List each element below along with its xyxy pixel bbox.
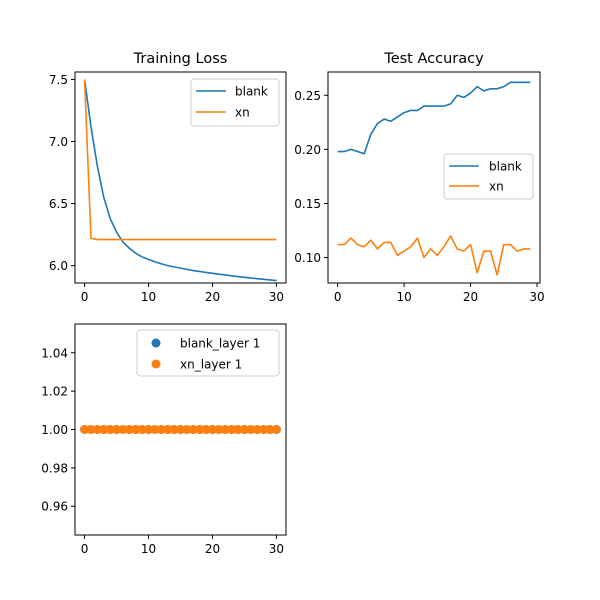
- test-accuracy-panel: Test Accuracy 0 10 20 30 0.10 0.15 0.20 0.25 bl…: [294, 51, 544, 304]
- layer-scatter-panel: 0 10 20 30 0.96 0.98 1.00 1.02 1.04 blank_layer …: [41, 323, 287, 556]
- y-tick-label: 6.0: [49, 259, 68, 273]
- scatter-point-xn_layer-1: [259, 425, 269, 434]
- x-tick-label: 0: [81, 290, 89, 304]
- legend-label-xn: xn: [489, 180, 504, 194]
- scatter-point-xn_layer-1: [99, 425, 109, 434]
- x-tick-label: 10: [141, 542, 156, 556]
- y-tick-label: 1.04: [41, 346, 68, 360]
- scatter-point-xn_layer-1: [246, 425, 256, 434]
- scatter-point-xn_layer-1: [156, 425, 166, 434]
- plot-area: [80, 425, 281, 434]
- x-tick-label: 20: [463, 290, 478, 304]
- axes-frame: [74, 323, 287, 536]
- scatter-point-xn_layer-1: [163, 425, 173, 434]
- y-tick-label: 0.98: [41, 461, 68, 475]
- scatter-point-xn_layer-1: [105, 425, 115, 434]
- scatter-point-xn_layer-1: [150, 425, 160, 434]
- legend-box: [136, 329, 280, 377]
- scatter-point-xn_layer-1: [239, 425, 249, 434]
- y-tick-label: 0.15: [294, 197, 321, 211]
- y-tick-label: 1.00: [41, 423, 68, 437]
- series-line-blank: [83, 79, 277, 282]
- scatter-point-xn_layer-1: [176, 425, 185, 434]
- legend-label-blank: blank: [489, 160, 522, 174]
- chart-title: Test Accuracy: [383, 51, 484, 67]
- x-tick-label: 30: [269, 542, 284, 556]
- legend-label-xn-layer-1: xn_layer 1: [180, 358, 242, 372]
- axes-frame: [74, 71, 287, 284]
- y-tick-label: 6.5: [49, 197, 68, 211]
- x-tick-label: 30: [529, 290, 544, 304]
- x-tick-label: 0: [334, 290, 342, 304]
- scatter-point-xn_layer-1: [118, 425, 128, 434]
- scatter-point-xn_layer-1: [80, 425, 90, 434]
- scatter-point-xn_layer-1: [227, 425, 237, 434]
- scatter-point-xn_layer-1: [188, 425, 198, 434]
- y-tick-label: 0.20: [294, 143, 321, 157]
- legend-label-blank: blank: [235, 85, 268, 99]
- scatter-point-xn_layer-1: [137, 425, 147, 434]
- legend-label-xn: xn: [235, 106, 250, 120]
- axes-frame: [327, 71, 541, 284]
- scatter-point-xn_layer-1: [86, 425, 96, 434]
- y-tick-label: 1.02: [41, 385, 68, 399]
- y-tick-label: 0.25: [294, 89, 321, 103]
- legend-marker-blank-layer-1: [151, 338, 161, 348]
- chart-title: Training Loss: [133, 51, 228, 67]
- scatter-point-xn_layer-1: [131, 425, 141, 434]
- scatter-point-xn_layer-1: [112, 425, 122, 434]
- scatter-point-xn_layer-1: [207, 425, 217, 434]
- y-tick-label: 0.96: [41, 500, 68, 514]
- legend-label-blank-layer-1: blank_layer 1: [180, 337, 260, 351]
- series-line-xn: [83, 79, 277, 241]
- x-tick-label: 0: [81, 542, 89, 556]
- scatter-point-xn_layer-1: [124, 425, 134, 434]
- scatter-point-xn_layer-1: [265, 425, 275, 434]
- scatter-point-xn_layer-1: [169, 425, 179, 434]
- x-tick-label: 10: [141, 290, 156, 304]
- legend: blank xn: [443, 153, 534, 200]
- legend-marker-xn-layer-1: [151, 359, 161, 369]
- training-loss-panel: Training Loss 0 10 20 30 6.0 6.5 7.0 7.5 blank …: [49, 51, 287, 304]
- scatter-point-xn_layer-1: [92, 425, 102, 434]
- scatter-point-xn_layer-1: [233, 425, 243, 434]
- scatter-point-xn_layer-1: [252, 425, 262, 434]
- x-tick-label: 30: [269, 290, 284, 304]
- scatter-point-xn_layer-1: [201, 425, 211, 434]
- y-tick-label: 7.5: [49, 73, 68, 87]
- plot-area: [337, 81, 531, 276]
- y-tick-label: 0.10: [294, 251, 321, 265]
- y-tick-label: 7.0: [49, 135, 68, 149]
- legend: blank_layer 1 xn_layer 1: [136, 329, 280, 377]
- series-line-blank: [337, 81, 531, 155]
- legend: blank xn: [190, 78, 280, 127]
- x-tick-label: 10: [396, 290, 411, 304]
- plot-area: [83, 79, 277, 282]
- scatter-point-xn_layer-1: [144, 425, 154, 434]
- scatter-point-xn_layer-1: [195, 425, 205, 434]
- scatter-point-xn_layer-1: [220, 425, 230, 434]
- scatter-point-xn_layer-1: [214, 425, 224, 434]
- x-tick-label: 20: [205, 542, 220, 556]
- x-tick-label: 20: [205, 290, 220, 304]
- scatter-point-xn_layer-1: [182, 425, 192, 434]
- scatter-point-xn_layer-1: [271, 425, 281, 434]
- series-line-xn: [337, 235, 531, 276]
